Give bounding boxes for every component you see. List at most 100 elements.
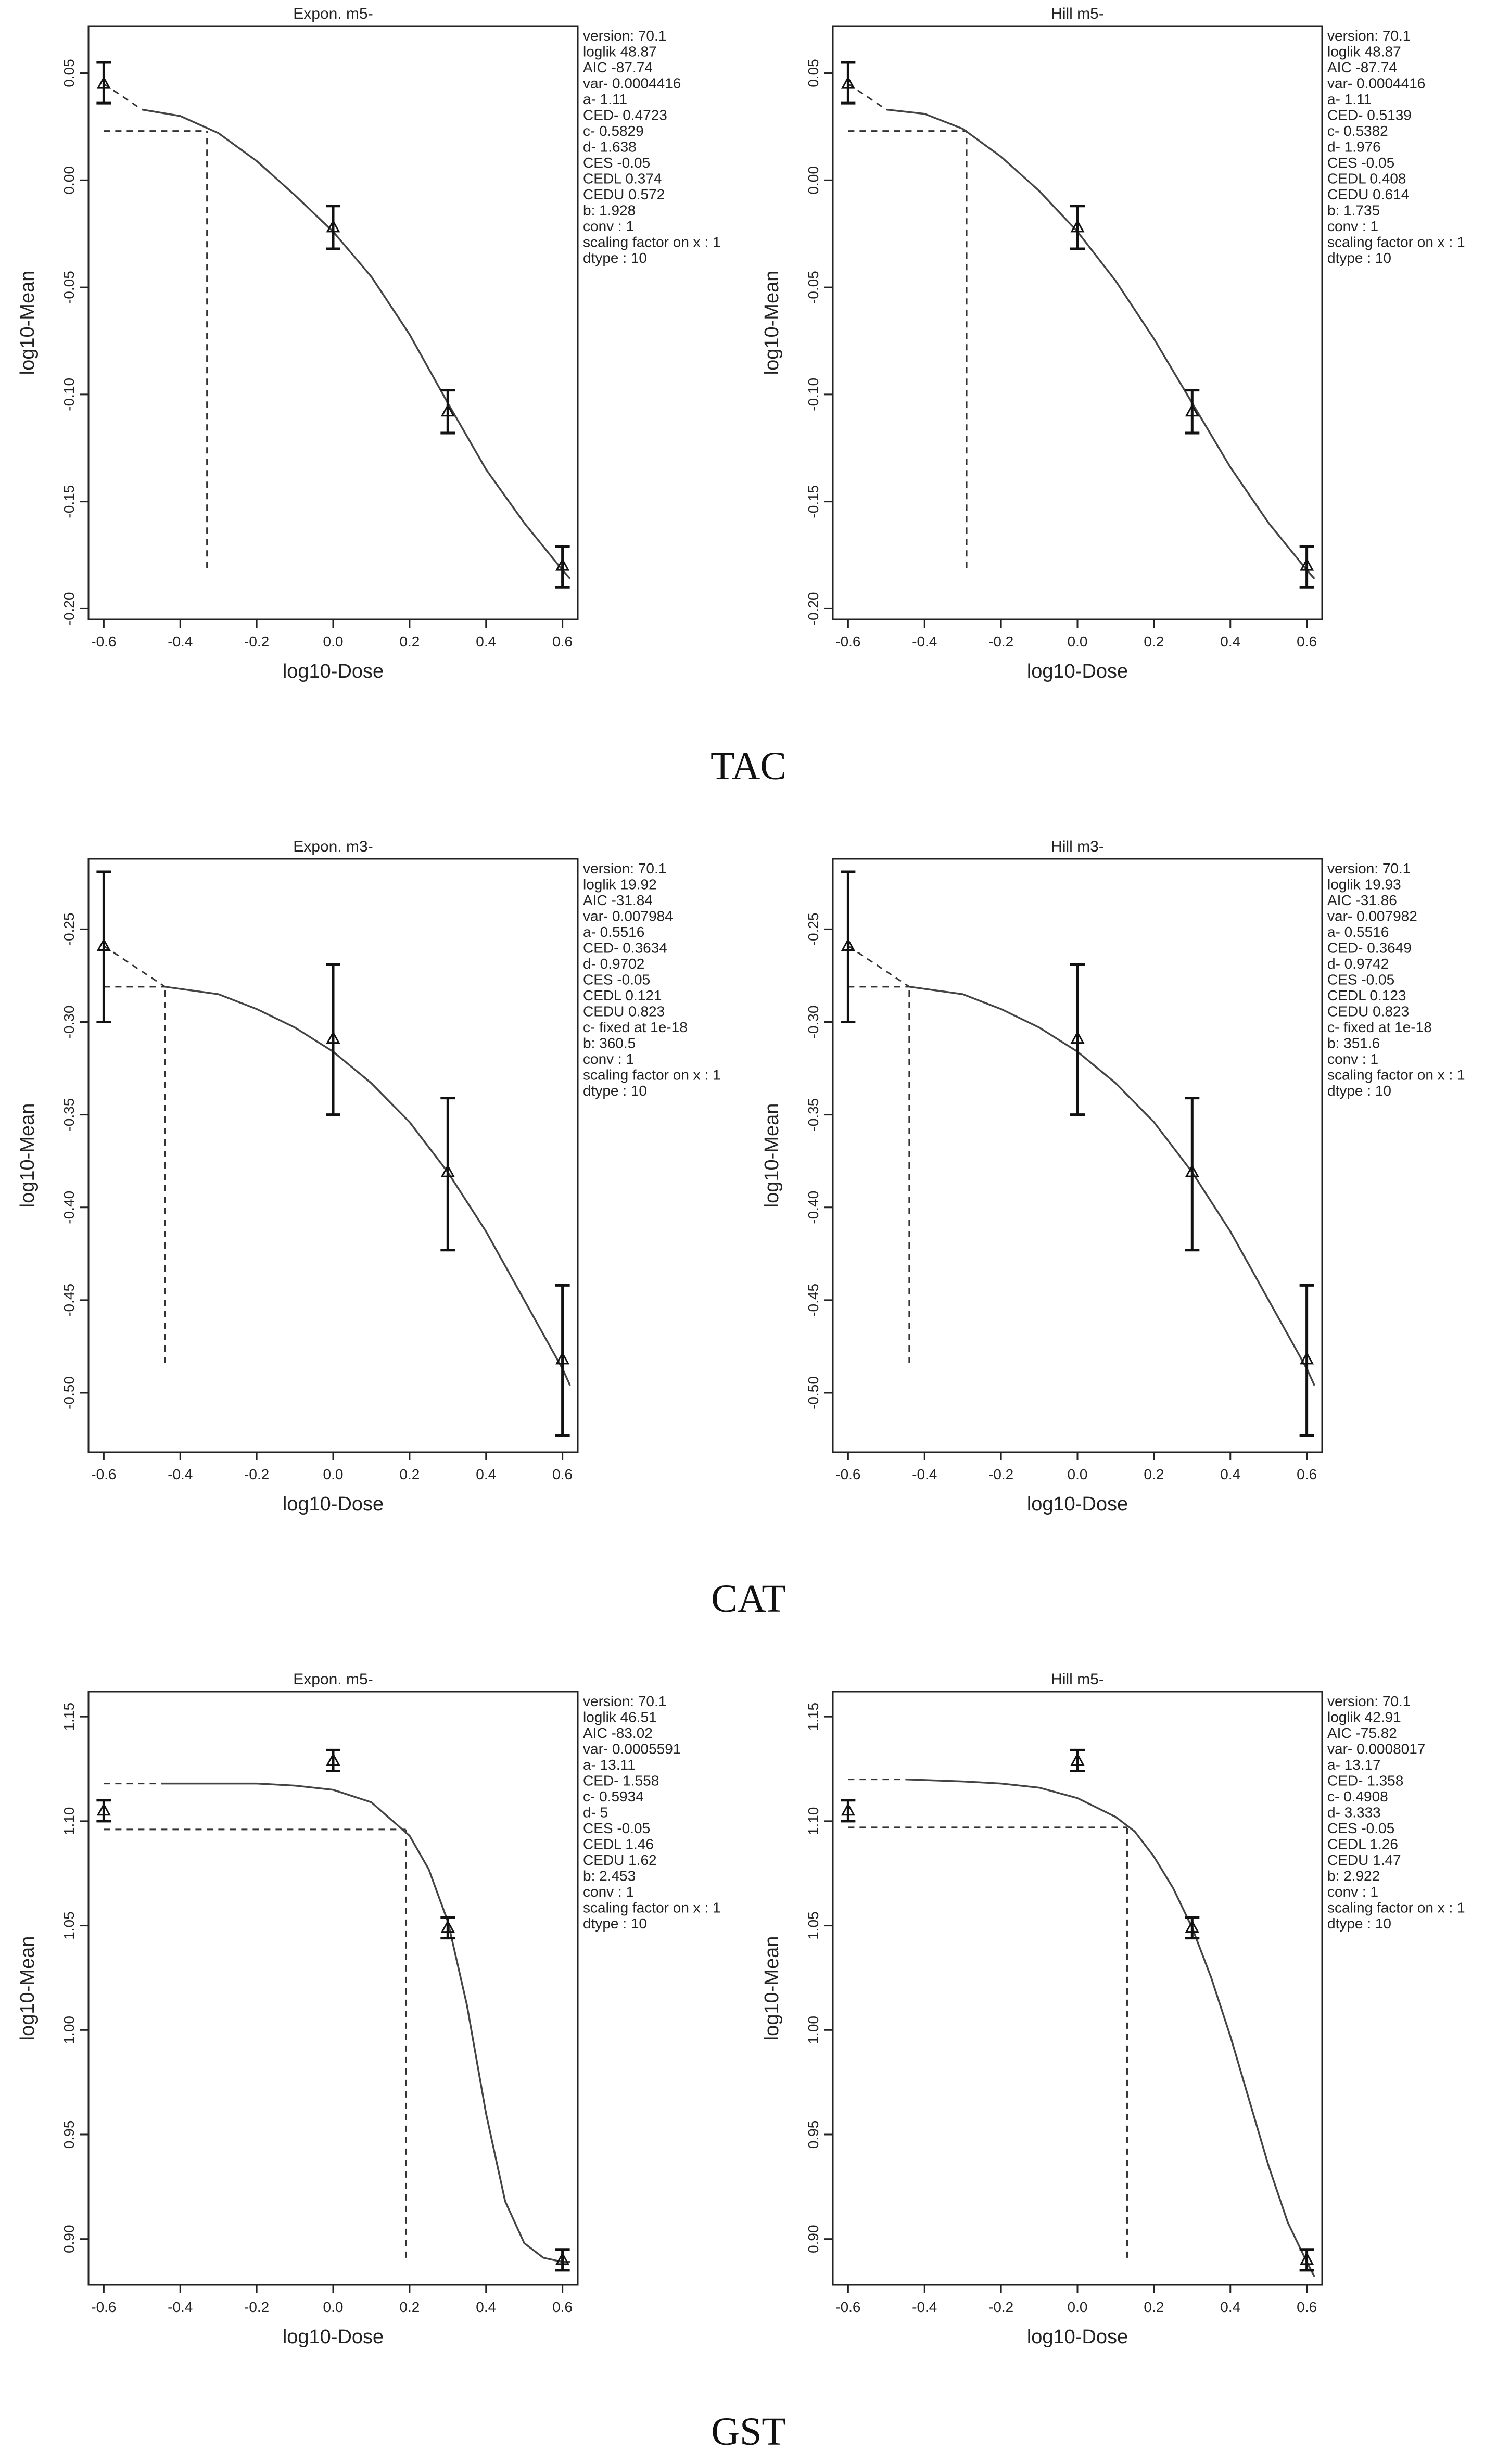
- fitted-curve: [886, 108, 1315, 579]
- model-stat-line: CEDU 1.47: [1327, 1852, 1401, 1868]
- data-point-marker: [440, 403, 455, 417]
- x-axis-label: log10-Dose: [283, 661, 384, 682]
- model-stat-line: scaling factor on x : 1: [1327, 234, 1465, 250]
- model-stat-line: d- 1.638: [583, 139, 637, 155]
- y-tick-label: -0.15: [61, 485, 77, 518]
- model-stat-line: version: 70.1: [583, 28, 666, 44]
- x-tick-label: 0.2: [1144, 633, 1164, 650]
- model-stat-line: version: 70.1: [1327, 1693, 1411, 1709]
- model-stat-line: a- 0.5516: [583, 924, 644, 940]
- model-stat-line: b: 1.928: [583, 202, 636, 219]
- model-stat-line: version: 70.1: [583, 1693, 666, 1709]
- model-stat-line: CEDL 0.408: [1327, 171, 1406, 187]
- x-tick-label: 0.6: [1297, 1466, 1317, 1482]
- x-tick-label: 0.0: [323, 633, 344, 650]
- x-axis-label: log10-Dose: [283, 1493, 384, 1515]
- model-stat-line: loglik 48.87: [1327, 44, 1401, 60]
- model-stat-line: scaling factor on x : 1: [1327, 1067, 1465, 1083]
- model-stat-line: CEDL 1.26: [1327, 1836, 1398, 1852]
- extrapolated-curve: [847, 945, 910, 988]
- model-stat-line: CEDU 0.823: [1327, 1004, 1409, 1020]
- x-tick-label: -0.6: [835, 2299, 860, 2315]
- y-tick-label: -0.45: [61, 1284, 77, 1317]
- x-tick-label: -0.2: [244, 1466, 269, 1482]
- x-tick-label: 0.4: [476, 2299, 496, 2315]
- model-stat-line: b: 1.735: [1327, 202, 1380, 219]
- plot-title: Hill m5-: [1051, 5, 1104, 22]
- x-tick-label: 0.6: [552, 2299, 573, 2315]
- model-stat-line: CES -0.05: [1327, 972, 1394, 988]
- model-stat-line: d- 3.333: [1327, 1805, 1381, 1821]
- model-stat-line: AIC -83.02: [583, 1725, 653, 1741]
- y-tick-label: 1.10: [805, 1807, 821, 1836]
- model-stat-line: a- 13.11: [583, 1757, 636, 1773]
- model-stat-line: c- fixed at 1e-18: [1327, 1019, 1432, 1035]
- data-point-marker: [440, 1164, 455, 1177]
- data-point-marker: [1185, 1164, 1199, 1177]
- data-point-marker: [326, 219, 340, 233]
- model-stat-line: scaling factor on x : 1: [583, 1067, 721, 1083]
- x-tick-label: 0.6: [552, 1466, 573, 1482]
- plot-title: Expon. m5-: [293, 5, 373, 22]
- y-tick-label: -0.40: [61, 1191, 77, 1224]
- model-stat-line: scaling factor on x : 1: [1327, 1900, 1465, 1916]
- fitted-curve: [142, 108, 571, 579]
- x-tick-label: 0.0: [1068, 633, 1088, 650]
- x-tick-label: -0.2: [244, 2299, 269, 2315]
- model-stat-line: scaling factor on x : 1: [583, 234, 721, 250]
- model-stat-line: CED- 1.358: [1327, 1773, 1403, 1789]
- data-point-marker: [1185, 403, 1199, 417]
- model-stat-line: conv : 1: [1327, 218, 1378, 234]
- x-tick-label: 0.2: [399, 1466, 420, 1482]
- y-tick-label: 1.10: [61, 1807, 77, 1836]
- x-tick-label: 0.4: [476, 1466, 496, 1482]
- fitted-curve: [164, 986, 571, 1386]
- y-tick-label: 1.05: [61, 1911, 77, 1940]
- y-tick-label: -0.25: [61, 912, 77, 946]
- x-tick-label: 0.6: [1297, 633, 1317, 650]
- model-stat-line: CEDL 0.123: [1327, 987, 1406, 1004]
- model-stat-line: dtype : 10: [583, 1915, 647, 1932]
- extrapolated-curve: [103, 83, 143, 110]
- y-tick-label: -0.15: [805, 485, 821, 518]
- x-tick-label: -0.4: [912, 633, 937, 650]
- model-stat-line: conv : 1: [583, 218, 634, 234]
- data-point-marker: [1185, 1920, 1199, 1933]
- model-stat-line: loglik 19.93: [1327, 877, 1401, 893]
- model-stat-line: d- 0.9702: [583, 956, 644, 972]
- y-tick-label: -0.10: [805, 378, 821, 411]
- data-point-marker: [1300, 557, 1314, 571]
- y-tick-label: -0.50: [61, 1376, 77, 1409]
- y-tick-label: 0.95: [805, 2120, 821, 2149]
- model-stat-line: dtype : 10: [583, 250, 647, 266]
- x-tick-label: -0.6: [835, 1466, 860, 1482]
- data-point-marker: [326, 1031, 340, 1044]
- model-stat-line: dtype : 10: [1327, 1915, 1391, 1932]
- y-axis-label: log10-Mean: [761, 1936, 783, 2041]
- x-tick-label: 0.2: [399, 633, 420, 650]
- x-tick-label: 0.6: [1297, 2299, 1317, 2315]
- data-point-marker: [1070, 219, 1085, 233]
- model-stat-line: c- 0.4908: [1327, 1788, 1388, 1805]
- model-stat-line: d- 1.976: [1327, 139, 1381, 155]
- y-tick-label: 0.90: [61, 2225, 77, 2253]
- model-stat-line: CEDL 1.46: [583, 1836, 654, 1852]
- x-tick-label: 0.2: [1144, 2299, 1164, 2315]
- panel-cat-expon-m3: Expon. m3- -0.6 -0.4 -0.2 0.0 0.2 0.4 0.6 -0.50 -…: [17, 838, 721, 1515]
- fitted-curve: [905, 1778, 1315, 2277]
- model-stat-line: AIC -31.86: [1327, 892, 1397, 908]
- model-stat-line: conv : 1: [1327, 1051, 1378, 1067]
- x-tick-label: 0.4: [1220, 1466, 1240, 1482]
- data-point-marker: [841, 1802, 855, 1816]
- data-point-marker: [96, 938, 111, 951]
- extrapolated-curve: [103, 945, 166, 988]
- y-tick-label: 0.05: [805, 59, 821, 87]
- y-tick-label: 0.95: [61, 2120, 77, 2149]
- x-tick-label: 0.0: [323, 2299, 344, 2315]
- model-stat-line: b: 351.6: [1327, 1035, 1380, 1051]
- x-tick-label: 0.0: [1068, 2299, 1088, 2315]
- x-tick-label: -0.4: [912, 2299, 937, 2315]
- y-tick-label: 1.15: [805, 1703, 821, 1731]
- y-tick-label: -0.05: [61, 271, 77, 304]
